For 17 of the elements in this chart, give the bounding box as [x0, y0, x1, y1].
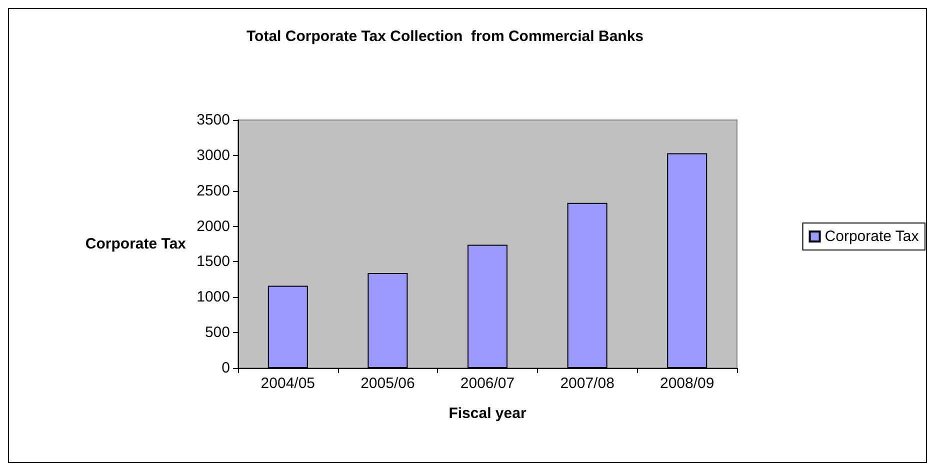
y-tick-label: 2500: [196, 182, 230, 200]
x-tick-label: 2007/08: [560, 375, 614, 392]
y-tick-label: 0: [222, 360, 230, 376]
y-axis-title: Corporate Tax: [85, 236, 187, 252]
x-tick-label: 2004/05: [260, 375, 316, 392]
y-tick-label: 1500: [196, 253, 230, 270]
x-tick-label: 2005/06: [360, 375, 415, 392]
y-tick-label: 3000: [196, 146, 230, 164]
x-tick-label: 2006/07: [460, 375, 515, 392]
chart-title: Total Corporate Tax Collection from Commercial Banks: [246, 28, 644, 45]
y-tick-label: 2000: [196, 218, 230, 235]
x-tick-label: 2008/09: [660, 375, 714, 392]
y-tick-label: 1000: [196, 288, 230, 306]
legend-label: Corporate Tax: [824, 228, 920, 245]
y-tick-label: 3500: [196, 112, 230, 128]
y-tick-label: 500: [204, 324, 230, 342]
x-axis-title: Fiscal year: [448, 405, 526, 422]
